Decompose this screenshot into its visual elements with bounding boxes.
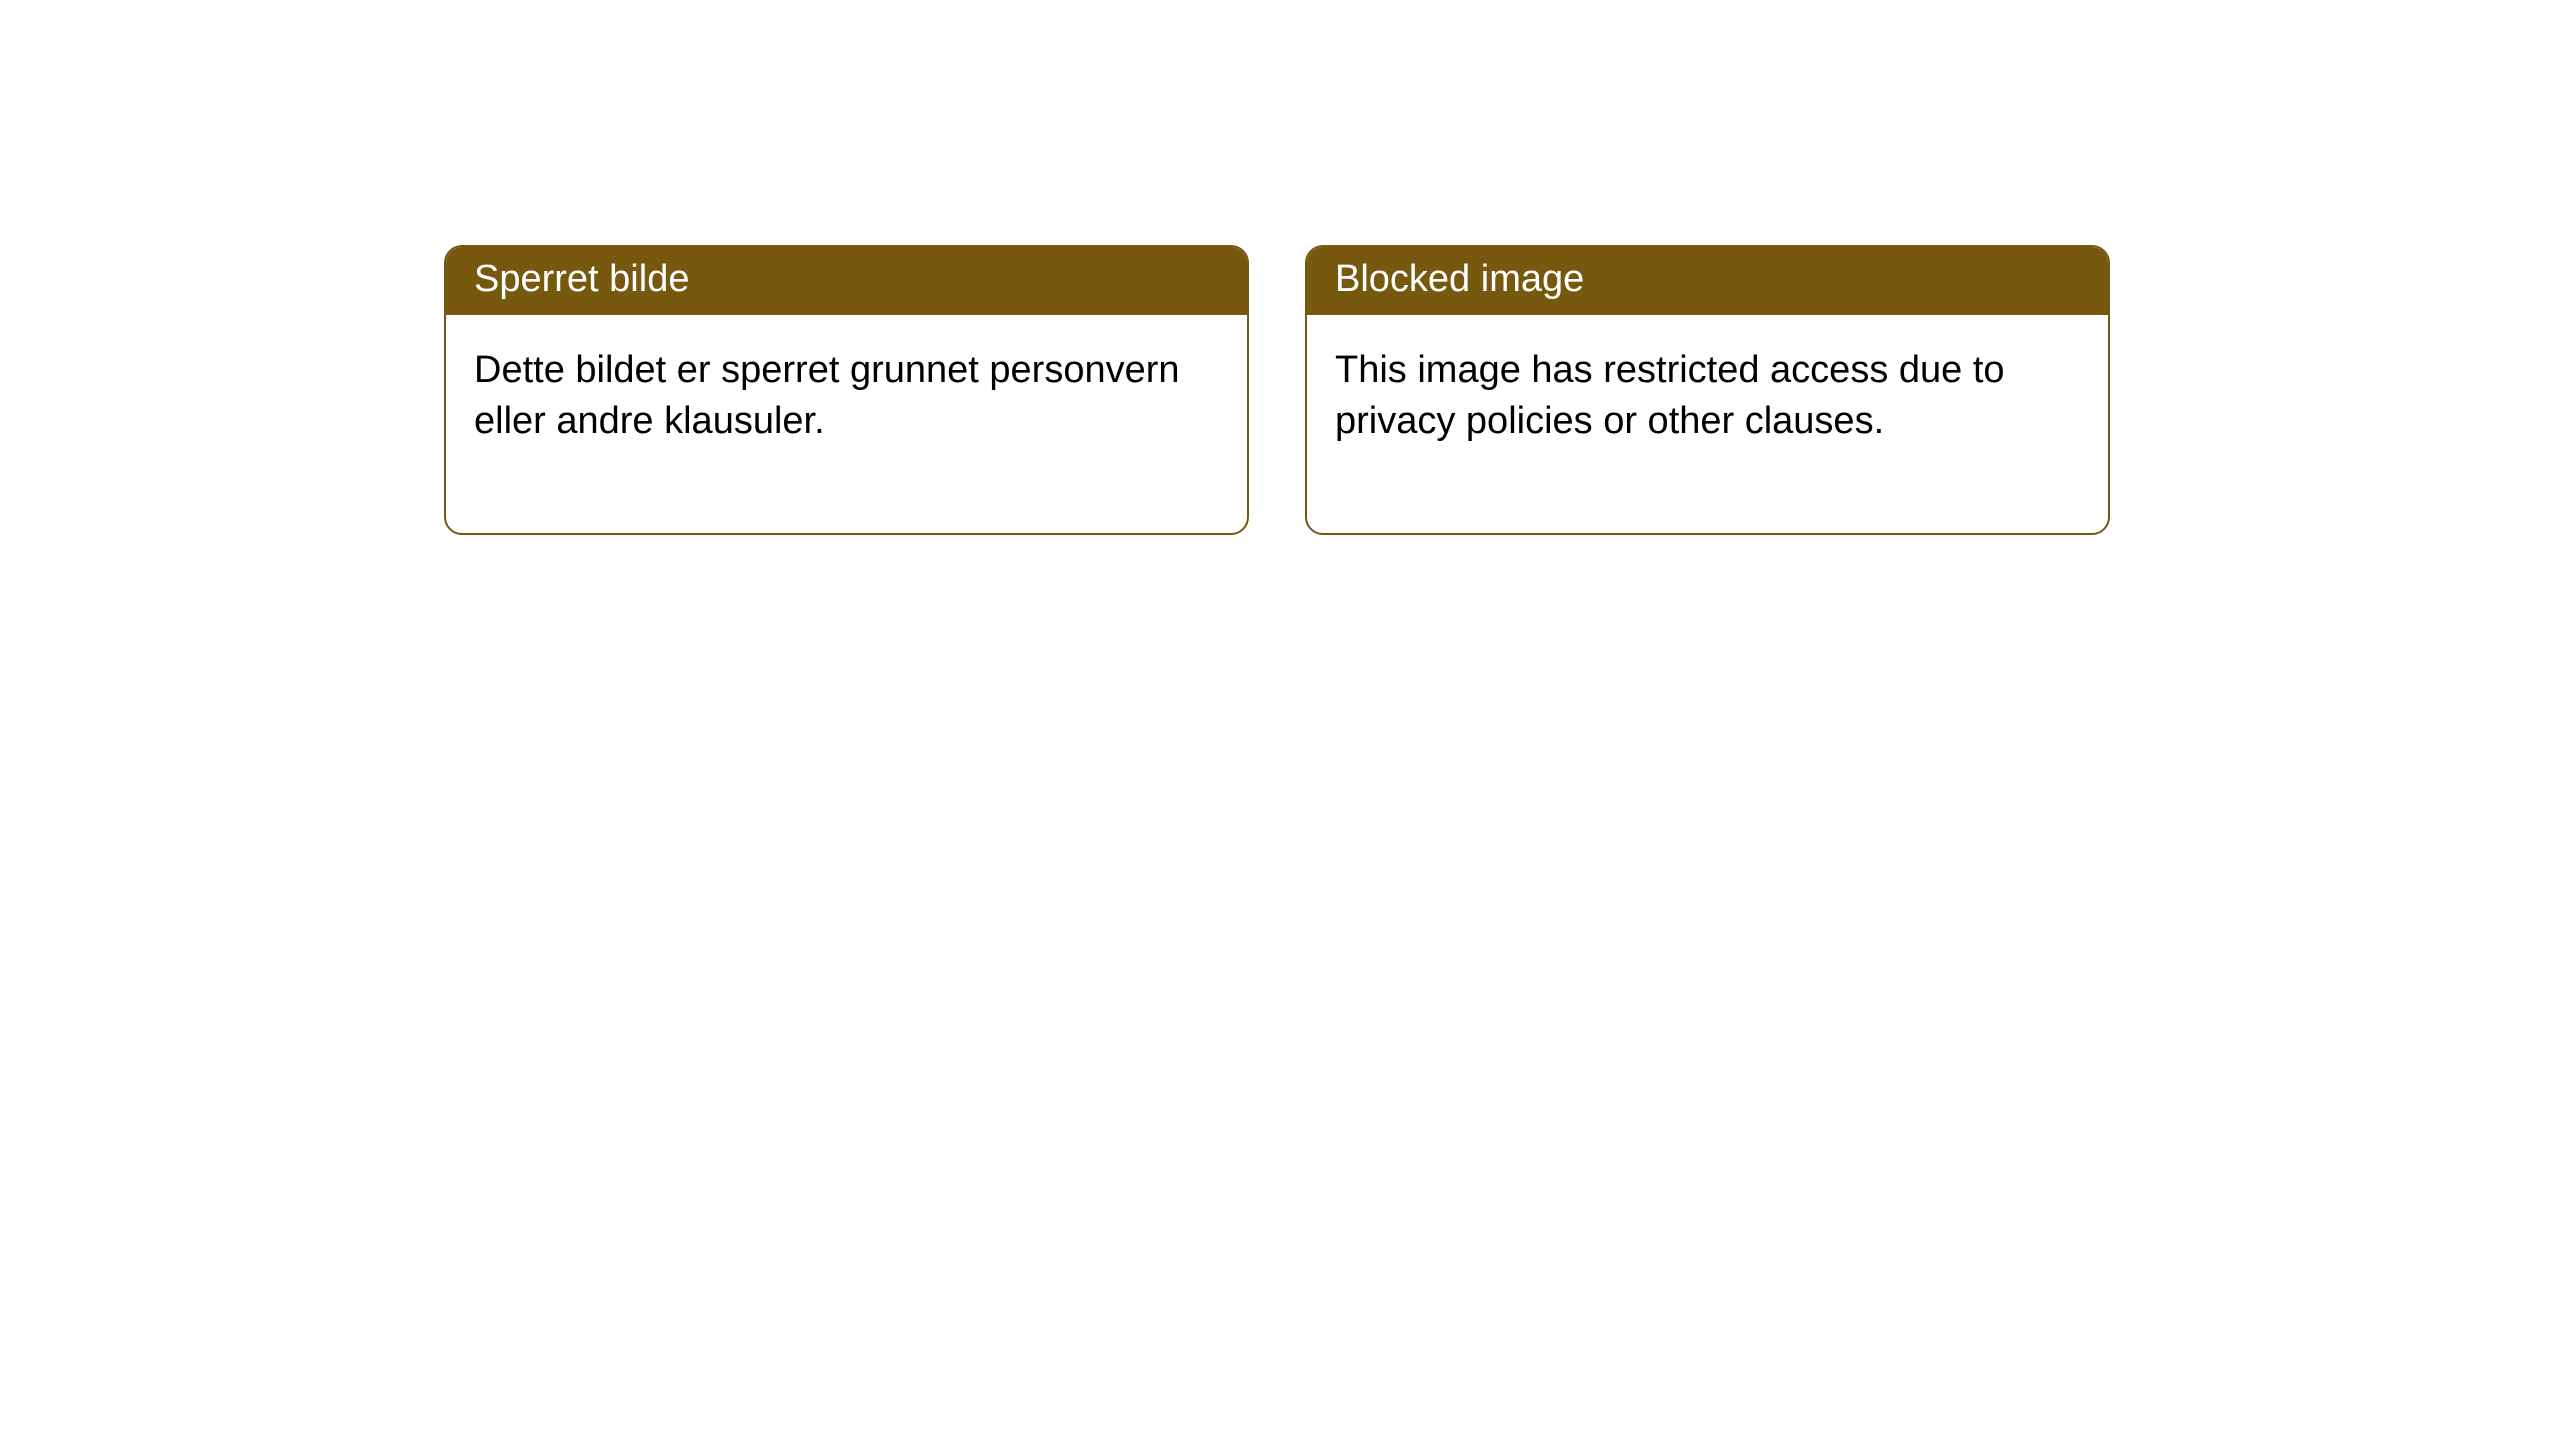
notice-body-text: This image has restricted access due to …	[1335, 345, 2080, 448]
notice-card-header: Blocked image	[1307, 247, 2108, 315]
notice-body-text: Dette bildet er sperret grunnet personve…	[474, 345, 1219, 448]
notice-card-body: This image has restricted access due to …	[1307, 315, 2108, 533]
notice-container: Sperret bilde Dette bildet er sperret gr…	[0, 0, 2560, 535]
notice-title: Sperret bilde	[474, 258, 689, 300]
notice-card-body: Dette bildet er sperret grunnet personve…	[446, 315, 1247, 533]
notice-title: Blocked image	[1335, 258, 1584, 300]
notice-card-header: Sperret bilde	[446, 247, 1247, 315]
notice-card-english: Blocked image This image has restricted …	[1305, 245, 2110, 535]
notice-card-norwegian: Sperret bilde Dette bildet er sperret gr…	[444, 245, 1249, 535]
